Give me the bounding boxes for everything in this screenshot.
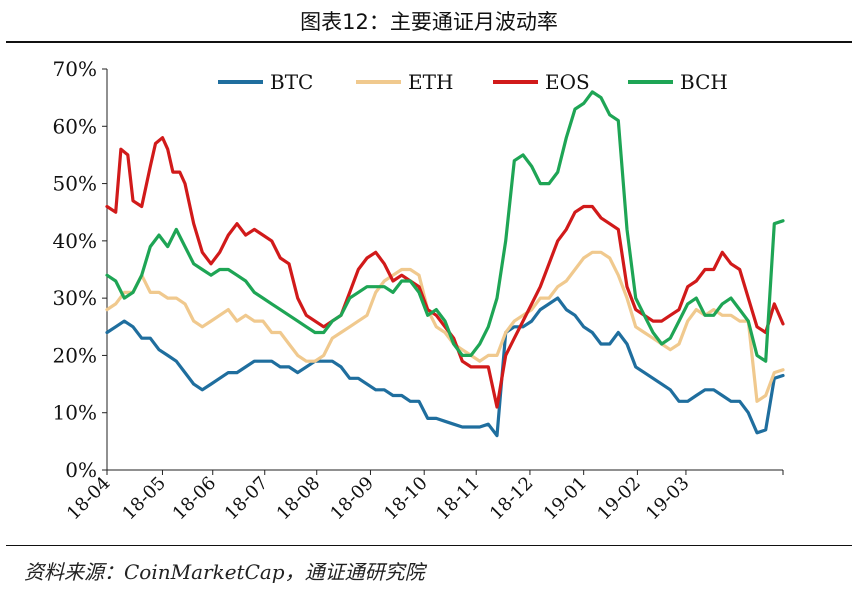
y-tick-label: 40% [53,229,97,253]
y-tick-label: 50% [53,172,97,196]
legend-label-btc: BTC [270,70,313,94]
source-note: 资料来源：CoinMarketCap，通证通研究院 [24,560,425,584]
legend-label-eth: ETH [408,70,453,94]
y-tick-label: 70% [53,57,97,81]
series-line-bch [105,90,785,363]
title-divider [6,41,852,43]
legend-label-bch: BCH [680,70,728,94]
source-divider [6,545,852,546]
x-tick-label: 18-06 [169,473,221,525]
chart-legend: BTC ETH EOS BCH [218,70,728,94]
x-tick-label: 18-09 [326,473,378,525]
x-tick-label: 18-11 [432,473,484,525]
x-tick-label: 18-12 [486,473,538,525]
x-tick-label: 18-07 [221,473,273,525]
chart-title: 图表12：主要通证月波动率 [300,10,558,34]
y-tick-label: 0% [65,458,97,482]
chart-series [105,90,785,438]
series-line-eth [105,250,785,403]
x-tick-label: 18-10 [380,473,432,525]
series-line-btc [105,296,785,438]
y-tick-label: 30% [53,286,97,310]
x-tick-label: 19-03 [642,473,694,525]
y-tick-label: 60% [53,114,97,138]
x-tick-label: 19-01 [540,473,592,525]
legend-label-eos: EOS [545,70,590,94]
y-tick-label: 10% [53,401,97,425]
x-tick-label: 18-05 [118,473,170,525]
x-tick-label: 19-02 [593,473,645,525]
y-tick-label: 20% [53,343,97,367]
x-tick-label: 18-08 [273,473,325,525]
